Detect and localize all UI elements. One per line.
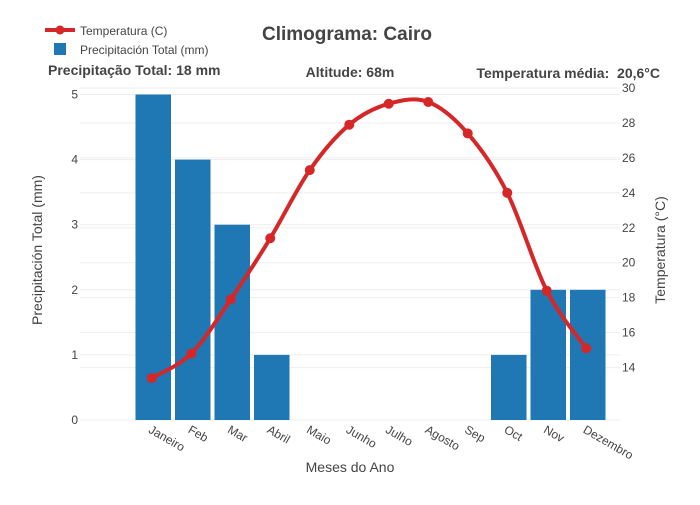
legend-marker-icon	[55, 25, 65, 35]
y-right-tick-label: 20	[622, 256, 636, 270]
x-tick-label: Mar	[225, 422, 250, 444]
bar-precipitation[interactable]	[214, 224, 251, 420]
y-left-tick-label: 2	[71, 283, 78, 297]
legend-bar-icon	[54, 43, 66, 55]
temperature-point[interactable]	[541, 285, 552, 296]
x-tick-label: Nov	[541, 422, 566, 445]
temperature-point[interactable]	[383, 98, 394, 109]
y-right-tick-label: 24	[622, 186, 636, 200]
x-tick-label: Maio	[304, 422, 334, 447]
x-tick-label: Janeiro	[146, 422, 187, 454]
bar-precipitation[interactable]	[254, 354, 290, 420]
temperature-point[interactable]	[186, 348, 197, 359]
y-axis-right-title: Temperatura (°C)	[652, 196, 668, 304]
temperature-point[interactable]	[146, 373, 157, 384]
bars-layer	[135, 94, 606, 421]
y-left-tick-label: 3	[71, 218, 78, 232]
y-left-tick-label: 0	[71, 413, 78, 427]
bar-precipitation[interactable]	[491, 354, 527, 420]
y-right-tick-label: 30	[622, 81, 636, 95]
y-right-tick-label: 22	[622, 221, 636, 235]
altitude-annotation: Altitude: 68m	[306, 64, 395, 80]
temperature-point[interactable]	[581, 343, 592, 354]
x-tick-label: Abril	[265, 422, 293, 446]
bar-precipitation[interactable]	[135, 94, 172, 421]
temperature-point[interactable]	[502, 187, 513, 198]
x-tick-label: Oct	[502, 422, 526, 444]
legend-item-precipitation[interactable]: Precipitación Total (mm)	[54, 43, 208, 57]
y-right-tick-label: 14	[622, 361, 636, 375]
x-tick-label: Feb	[186, 422, 211, 445]
temperature-point[interactable]	[304, 165, 315, 176]
x-tick-label: Dezembro	[581, 422, 636, 462]
y-axis-left-title: Precipitación Total (mm)	[29, 175, 45, 325]
bar-precipitation[interactable]	[530, 289, 567, 420]
bar-precipitation[interactable]	[570, 289, 606, 420]
y-right-tick-label: 16	[622, 326, 636, 340]
y-left-tick-label: 5	[71, 88, 78, 102]
temperature-point[interactable]	[462, 128, 473, 139]
x-tick-label: Agosto	[423, 422, 463, 453]
x-tick-label: Sep	[462, 422, 488, 445]
legend-label-precipitation: Precipitación Total (mm)	[80, 43, 208, 57]
temperature-point[interactable]	[265, 233, 276, 244]
x-axis-title: Meses do Ano	[306, 459, 395, 475]
y-right-tick-label: 18	[622, 291, 636, 305]
temperature-point[interactable]	[344, 119, 355, 130]
legend-label-temperature: Temperatura (C)	[80, 24, 167, 38]
legend[interactable]: Temperatura (C) Precipitación Total (mm)	[45, 24, 208, 57]
temperature-point[interactable]	[423, 96, 434, 107]
y-right-tick-label: 26	[622, 151, 636, 165]
y-left-tick-label: 1	[71, 348, 78, 362]
x-tick-label: Julho	[383, 422, 415, 449]
legend-item-temperature[interactable]: Temperatura (C)	[45, 24, 167, 38]
y-left-tick-label: 4	[71, 153, 78, 167]
precip-total-annotation: Precipitação Total: 18 mm	[48, 62, 220, 78]
x-tick-label: Junho	[344, 422, 380, 451]
temperature-line-layer	[146, 96, 592, 384]
temperature-point[interactable]	[225, 294, 236, 305]
chart-title: Climograma: Cairo	[262, 24, 432, 45]
y-right-tick-label: 28	[622, 116, 636, 130]
bar-precipitation[interactable]	[175, 159, 211, 420]
mean-temperature-annotation: Temperatura média: 20,6°C	[476, 65, 660, 81]
